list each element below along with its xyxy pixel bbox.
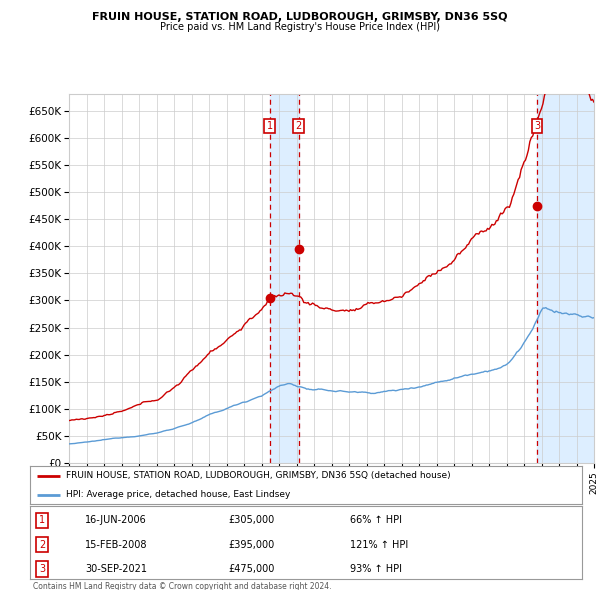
Text: 15-FEB-2008: 15-FEB-2008 <box>85 540 148 550</box>
Text: Price paid vs. HM Land Registry's House Price Index (HPI): Price paid vs. HM Land Registry's House … <box>160 22 440 32</box>
Text: £305,000: £305,000 <box>229 516 275 525</box>
Bar <box>269 94 299 463</box>
Text: 2: 2 <box>39 540 45 550</box>
Text: HPI: Average price, detached house, East Lindsey: HPI: Average price, detached house, East… <box>66 490 290 499</box>
Text: 1: 1 <box>39 516 45 525</box>
Bar <box>537 94 594 463</box>
Text: 16-JUN-2006: 16-JUN-2006 <box>85 516 147 525</box>
Text: 66% ↑ HPI: 66% ↑ HPI <box>350 516 402 525</box>
Text: 3: 3 <box>534 121 540 131</box>
Text: 2: 2 <box>295 121 302 131</box>
Text: 1: 1 <box>266 121 272 131</box>
Text: Contains HM Land Registry data © Crown copyright and database right 2024.
This d: Contains HM Land Registry data © Crown c… <box>33 582 331 590</box>
Text: FRUIN HOUSE, STATION ROAD, LUDBOROUGH, GRIMSBY, DN36 5SQ: FRUIN HOUSE, STATION ROAD, LUDBOROUGH, G… <box>92 12 508 22</box>
Text: £395,000: £395,000 <box>229 540 275 550</box>
Text: FRUIN HOUSE, STATION ROAD, LUDBOROUGH, GRIMSBY, DN36 5SQ (detached house): FRUIN HOUSE, STATION ROAD, LUDBOROUGH, G… <box>66 471 451 480</box>
Text: £475,000: £475,000 <box>229 564 275 574</box>
Text: 121% ↑ HPI: 121% ↑ HPI <box>350 540 409 550</box>
Text: 93% ↑ HPI: 93% ↑ HPI <box>350 564 402 574</box>
Text: 3: 3 <box>39 564 45 574</box>
Text: 30-SEP-2021: 30-SEP-2021 <box>85 564 147 574</box>
